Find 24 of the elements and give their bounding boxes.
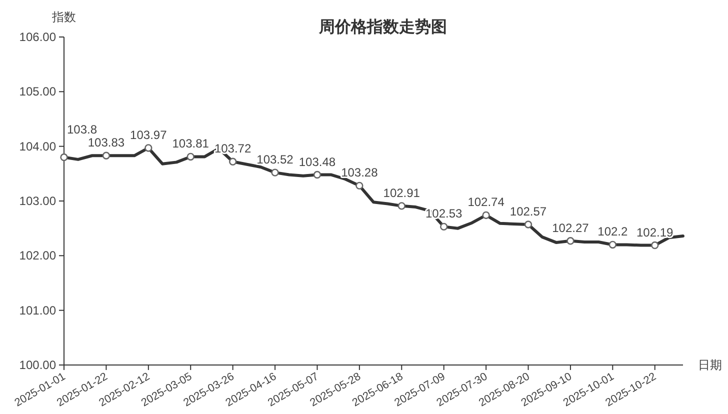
y-tick-label: 100.00: [19, 358, 56, 372]
x-axis-title: 日期: [698, 358, 722, 372]
data-label: 102.57: [510, 204, 547, 219]
data-label: 103.8: [67, 122, 98, 136]
y-tick-label: 105.00: [19, 84, 56, 99]
y-tick-label: 103.00: [19, 194, 56, 208]
data-label: 103.83: [88, 136, 125, 150]
y-tick-label: 106.00: [19, 30, 56, 44]
data-label: 102.19: [636, 225, 674, 240]
y-tick-label: 102.00: [19, 248, 56, 263]
data-label: 102.27: [552, 220, 590, 235]
data-label: 102.91: [383, 186, 420, 200]
chart-title: 周价格指数走势图: [318, 18, 447, 36]
data-label: 102.2: [598, 224, 628, 239]
y-axis-title: 指数: [51, 10, 76, 24]
y-tick-label: 104.00: [19, 139, 56, 154]
data-label: 102.74: [468, 195, 505, 210]
y-tick-label: 101.00: [19, 303, 56, 318]
data-label: 103.48: [298, 154, 336, 169]
data-label: 103.28: [341, 166, 378, 180]
data-label: 103.81: [172, 136, 210, 151]
data-label: 103.97: [130, 128, 168, 142]
data-label: 103.72: [214, 142, 252, 156]
data-label: 103.52: [256, 152, 294, 167]
